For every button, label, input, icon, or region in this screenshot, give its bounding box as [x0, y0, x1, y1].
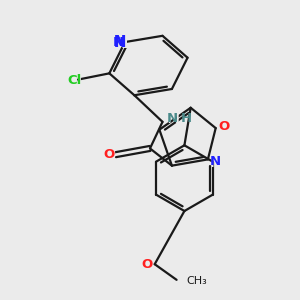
- Text: N: N: [111, 33, 128, 52]
- Text: N: N: [112, 36, 124, 49]
- Text: H: H: [180, 112, 191, 124]
- Text: N: N: [167, 112, 178, 124]
- Text: N: N: [210, 155, 221, 168]
- Text: N: N: [209, 153, 223, 171]
- Text: N: N: [113, 34, 125, 50]
- Text: O: O: [141, 258, 152, 271]
- Text: CH₃: CH₃: [187, 276, 207, 286]
- Text: N: N: [111, 33, 125, 51]
- Text: O: O: [217, 118, 231, 136]
- Text: N: N: [166, 109, 179, 127]
- Text: O: O: [102, 145, 116, 163]
- Text: Cl: Cl: [67, 74, 81, 87]
- Text: N: N: [113, 34, 125, 50]
- Text: O: O: [140, 255, 154, 273]
- Text: Cl: Cl: [65, 71, 83, 89]
- Text: O: O: [218, 120, 229, 133]
- Text: O: O: [103, 148, 114, 160]
